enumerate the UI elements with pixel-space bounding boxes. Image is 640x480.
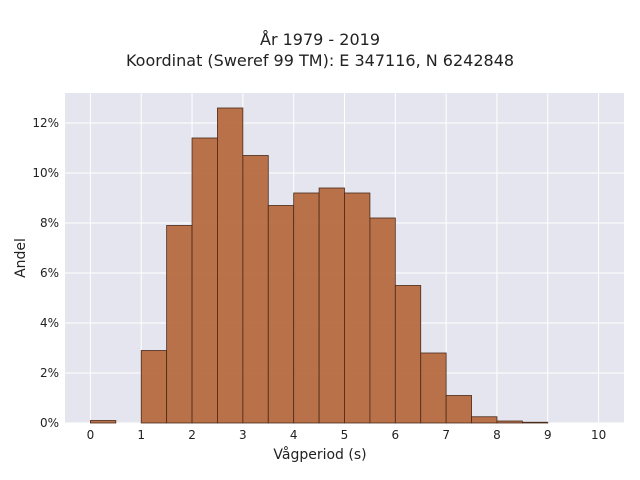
x-tick-label: 6 (391, 428, 399, 442)
histogram-bar (242, 155, 269, 424)
y-tick-label: 10% (32, 166, 59, 180)
y-tick-label: 12% (32, 116, 59, 130)
x-tick-label: 10 (591, 428, 606, 442)
x-tick-label: 8 (493, 428, 501, 442)
histogram-bar (267, 205, 295, 424)
chart-subtitle: Koordinat (Sweref 99 TM): E 347116, N 62… (125, 51, 515, 70)
x-tick-label: 5 (341, 428, 349, 442)
x-tick-label: 9 (544, 428, 552, 442)
histogram-bar (191, 137, 218, 424)
histogram-bar (420, 352, 447, 424)
histogram-bar (496, 420, 523, 424)
y-tick-label: 0% (40, 416, 59, 430)
y-tick-label: 2% (40, 366, 59, 380)
histogram-bar (521, 421, 549, 424)
histogram-bar (445, 395, 472, 424)
x-tick-label: 1 (137, 428, 145, 442)
x-tick-label: 4 (290, 428, 298, 442)
x-tick-label: 7 (442, 428, 450, 442)
y-axis-ticks: 0% 2% 4% 6% 8% 10% 12% (32, 116, 59, 430)
y-tick-label: 8% (40, 216, 59, 230)
x-tick-label: 3 (239, 428, 247, 442)
chart-title: År 1979 - 2019 (260, 30, 380, 49)
y-tick-label: 6% (40, 266, 59, 280)
bars-group (90, 107, 549, 424)
histogram-bar (90, 420, 117, 424)
y-axis-label: Andel (13, 238, 29, 278)
x-axis-ticks: 0 1 2 3 4 5 6 7 8 9 10 (87, 428, 607, 442)
histogram-bar (344, 192, 371, 424)
x-tick-label: 0 (87, 428, 95, 442)
x-axis-label: Vågperiod (s) (273, 447, 367, 463)
histogram-bar (217, 107, 244, 424)
histogram-bar (140, 350, 168, 424)
x-tick-label: 2 (188, 428, 196, 442)
histogram-bar (471, 416, 498, 424)
histogram-bar (394, 285, 422, 424)
histogram-bar (318, 187, 345, 424)
histogram-bar (293, 192, 320, 424)
y-tick-label: 4% (40, 316, 59, 330)
histogram-bar (166, 225, 193, 424)
histogram-bar (369, 217, 396, 424)
